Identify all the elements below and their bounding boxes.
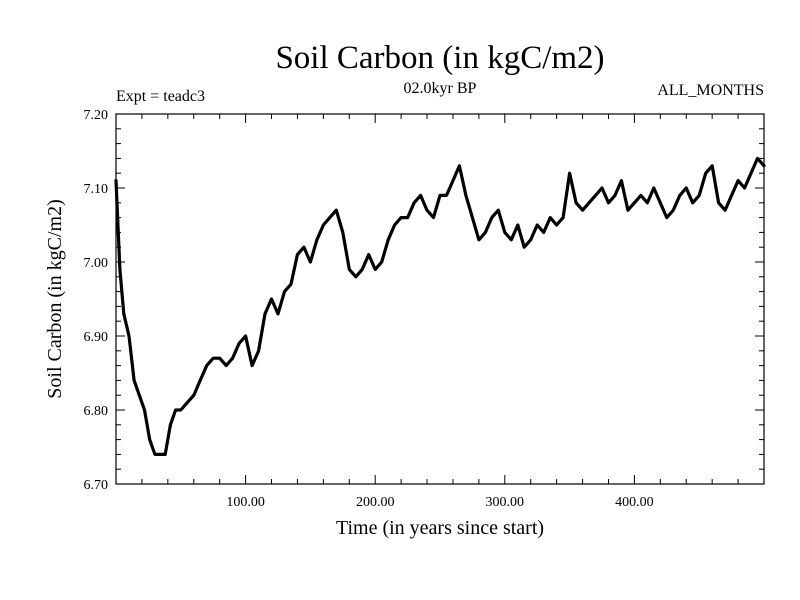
y-axis-title: Soil Carbon (in kgC/m2)	[44, 199, 66, 398]
x-tick-label: 200.00	[356, 495, 395, 510]
x-tick-label: 100.00	[226, 495, 265, 510]
plot-frame	[115, 113, 765, 485]
x-tick-label: 300.00	[486, 495, 525, 510]
x-axis-title: Time (in years since start)	[336, 517, 544, 539]
chart-title: Soil Carbon (in kgC/m2)	[275, 40, 605, 76]
y-tick-label: 7.10	[84, 182, 109, 197]
y-tick-label: 6.70	[84, 478, 109, 493]
y-tick-label: 6.90	[84, 330, 109, 345]
chart-subtitle: 02.0kyr BP	[403, 80, 477, 97]
months-label: ALL_MONTHS	[657, 82, 764, 99]
axis-tick-labels: 6.70 6.80 6.90 7.00 7.10 7.20 100.00 200.00 300.…	[84, 108, 654, 510]
experiment-label: Expt = teadc3	[116, 88, 205, 105]
y-tick-label: 6.80	[84, 404, 109, 419]
x-tick-label: 400.00	[615, 495, 654, 510]
series-layer	[114, 156, 766, 456]
series-line-1	[114, 156, 766, 456]
y-tick-label: 7.00	[84, 256, 109, 271]
y-tick-label: 7.20	[84, 108, 109, 123]
axis-ticks	[116, 113, 764, 485]
